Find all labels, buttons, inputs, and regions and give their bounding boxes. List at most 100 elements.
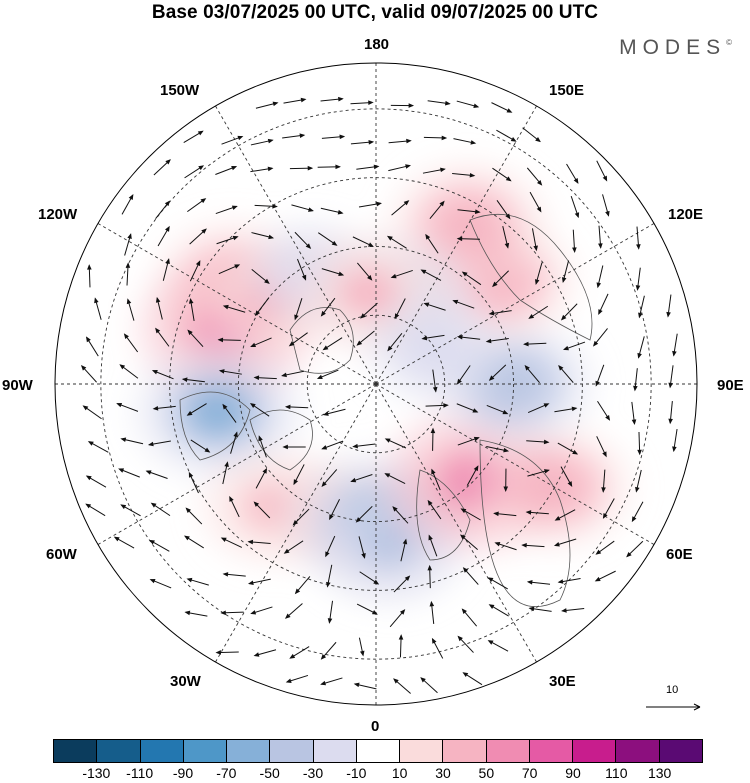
wind-arrow — [184, 165, 205, 179]
wind-arrow — [457, 436, 480, 446]
wind-arrow — [285, 674, 309, 683]
wind-arrow — [666, 294, 672, 318]
wind-arrow — [294, 298, 303, 321]
wind-arrow — [356, 603, 378, 615]
wind-arrow — [321, 134, 346, 140]
wind-arrow — [386, 235, 407, 249]
wind-arrow — [560, 466, 573, 488]
wind-arrow — [255, 467, 268, 489]
wind-arrow — [249, 403, 270, 417]
colorbar-segment — [182, 740, 227, 762]
wind-arrow — [353, 682, 377, 690]
lon-label-150w: 150W — [160, 82, 200, 99]
wind-arrow — [187, 198, 207, 213]
wind-arrow — [491, 102, 513, 113]
wind-arrow — [151, 370, 174, 380]
wind-arrow — [253, 375, 277, 381]
wind-arrow — [387, 333, 403, 352]
wind-arrow — [431, 468, 441, 491]
wind-arrow — [384, 438, 407, 449]
wind-arrow — [316, 369, 339, 379]
lon-label-60e: 60E — [666, 546, 693, 563]
wind-arrow — [230, 431, 238, 454]
wind-arrow — [636, 226, 641, 250]
wind-arrow — [425, 403, 449, 408]
wind-arrow — [150, 502, 171, 517]
wind-arrow — [216, 235, 239, 245]
wind-arrow — [456, 403, 479, 413]
wind-arrow — [186, 577, 209, 586]
wind-arrow — [222, 403, 237, 423]
wind-arrow — [493, 511, 517, 517]
colorbar-tick-label: -130 — [82, 765, 111, 781]
wind-arrow — [125, 262, 131, 286]
wind-arrow — [393, 678, 411, 694]
wind-arrow — [456, 365, 471, 385]
wind-arrow — [563, 341, 586, 351]
wind-arrow — [221, 135, 244, 145]
wind-arrow — [392, 506, 409, 524]
wind-arrow — [360, 302, 378, 319]
wind-arrow — [247, 539, 271, 545]
wind-arrow — [123, 333, 139, 353]
lon-label-150e: 150E — [549, 82, 585, 99]
wind-arrow — [596, 160, 608, 182]
colorbar-segment — [658, 740, 702, 762]
colorbar-segment — [572, 740, 616, 762]
wind-arrow — [492, 167, 512, 182]
wind-arrow — [120, 504, 141, 517]
wind-arrow — [184, 610, 208, 617]
colorbar-ticks: -130 -110 -90 -70 -50 -30 -10 10 30 50 70 90 110 130 — [53, 763, 703, 783]
wind-arrow — [457, 635, 474, 653]
wind-arrow — [85, 503, 106, 517]
wind-arrow — [487, 577, 508, 590]
wind-arrow — [82, 405, 102, 420]
wind-arrow — [420, 677, 438, 694]
reference-vector-label: 10 — [666, 684, 679, 696]
wind-arrow — [597, 400, 611, 421]
wind-arrow — [598, 225, 603, 249]
wind-arrow — [558, 364, 574, 383]
wind-arrow — [229, 495, 240, 518]
wind-arrow — [296, 258, 307, 281]
wind-arrow — [592, 328, 608, 347]
wind-arrow — [596, 265, 604, 289]
wind-arrow — [460, 508, 481, 521]
wind-arrow — [157, 225, 170, 247]
map-border — [54, 62, 698, 706]
wind-arrow — [87, 441, 109, 453]
wind-arrow — [250, 138, 274, 146]
wind-arrow — [253, 649, 277, 657]
wind-arrow — [215, 205, 238, 215]
wind-arrow — [557, 442, 579, 455]
wind-vectors — [80, 96, 678, 694]
wind-arrow — [188, 471, 199, 494]
wind-arrow — [282, 133, 306, 139]
wind-arrow — [116, 402, 139, 412]
wind-arrow — [595, 364, 605, 387]
wind-arrow — [602, 498, 615, 519]
wind-arrow — [595, 540, 615, 555]
wind-arrow — [321, 268, 345, 276]
wind-arrow — [453, 138, 477, 145]
wind-arrow — [251, 268, 270, 285]
wind-arrow — [250, 337, 272, 348]
wind-arrow — [153, 159, 171, 176]
lon-label-120e: 120E — [668, 206, 704, 223]
wind-arrow — [155, 296, 163, 320]
wind-arrow — [626, 540, 644, 558]
wind-arrow — [527, 403, 550, 414]
wind-arrow — [422, 167, 446, 174]
wind-arrow — [461, 271, 482, 286]
wind-arrow — [155, 327, 170, 347]
wind-arrow — [528, 606, 552, 612]
wind-arrow — [672, 428, 678, 453]
wind-arrow — [492, 270, 510, 288]
wind-arrow — [523, 341, 547, 347]
wind-arrow — [429, 600, 435, 625]
wind-arrow — [668, 365, 674, 389]
logo-mark: © — [726, 38, 732, 47]
wind-arrow — [181, 377, 205, 383]
wind-arrow — [456, 236, 481, 242]
wind-arrow — [427, 564, 433, 589]
